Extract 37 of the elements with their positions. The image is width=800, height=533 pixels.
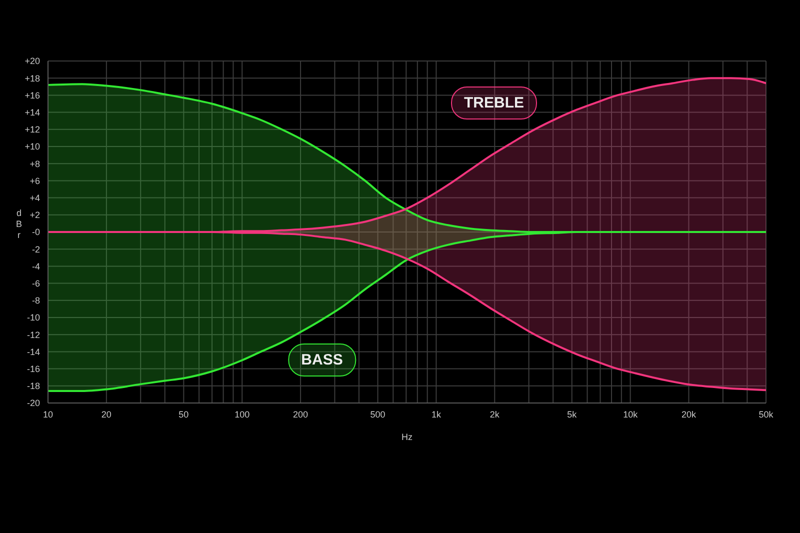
y-tick-label: -2 <box>32 244 40 254</box>
y-tick-label: -8 <box>32 296 40 306</box>
y-tick-label: +16 <box>24 90 40 100</box>
x-tick-label: 5k <box>567 409 578 420</box>
x-tick-label: 1k <box>431 409 442 420</box>
x-tick-label: 100 <box>234 409 250 420</box>
series-label: BASS <box>288 344 356 376</box>
y-tick-label: +10 <box>24 142 40 152</box>
y-tick-label: -12 <box>26 330 40 340</box>
y-tick-label: +18 <box>24 73 40 84</box>
x-axis-title: Hz <box>400 432 414 442</box>
y-tick-label: +8 <box>30 158 40 169</box>
y-tick-label: -18 <box>26 381 40 392</box>
y-tick-label: +2 <box>30 210 40 220</box>
y-tick-label: -10 <box>26 312 40 323</box>
series-label: TREBLE <box>451 86 537 120</box>
x-tick-label: 50k <box>758 409 774 420</box>
y-tick-label: -14 <box>26 346 40 357</box>
y-tick-label: -20 <box>26 398 40 408</box>
x-tick-label: 20 <box>101 409 112 420</box>
x-tick-label: 500 <box>370 409 386 420</box>
x-tick-label: 50 <box>178 409 189 420</box>
x-tick-label: 200 <box>293 409 308 420</box>
y-tick-label: -6 <box>32 278 40 288</box>
y-tick-label: -0 <box>32 227 40 238</box>
y-tick-label: +14 <box>24 107 40 118</box>
x-tick-label: 2k <box>490 409 500 420</box>
y-axis-title: dBr <box>14 208 24 241</box>
y-tick-label: +6 <box>30 176 40 186</box>
y-tick-label: +20 <box>24 56 40 66</box>
x-tick-label: 10k <box>623 409 638 420</box>
y-tick-label: -4 <box>32 261 40 272</box>
y-tick-label: -16 <box>26 364 40 374</box>
y-tick-label: +12 <box>24 124 40 135</box>
x-tick-label: 20k <box>682 409 697 420</box>
y-tick-label: +4 <box>30 192 40 203</box>
x-tick-label: 10 <box>42 409 54 420</box>
